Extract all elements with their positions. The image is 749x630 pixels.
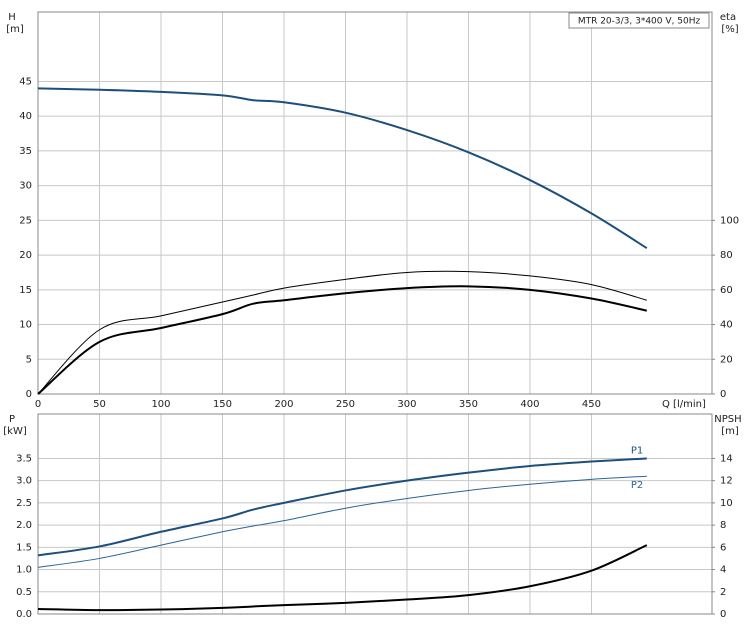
y2-tick-label: 100: [720, 215, 739, 226]
plot-frame: [37, 11, 713, 395]
y-tick-label: 3.5: [16, 453, 32, 464]
y-tick-label: 15: [19, 285, 32, 296]
y-axis-unit: [m]: [6, 24, 24, 35]
y2-tick-label: 4: [720, 565, 726, 576]
y-tick-label: 30: [19, 181, 32, 192]
x-tick-label: 200: [274, 399, 293, 410]
curve: [37, 270, 647, 395]
plot-frame: [37, 413, 713, 615]
y-tick-label: 1.0: [16, 565, 32, 576]
y-tick-label: 0: [26, 389, 32, 400]
y-tick-label: 20: [19, 250, 32, 261]
y-axis-label: H: [8, 12, 16, 23]
y2-tick-label: 2: [720, 587, 726, 598]
y-tick-label: 2.0: [16, 520, 32, 531]
y2-tick-label: 20: [720, 354, 733, 365]
curve: [37, 285, 648, 395]
y-tick-label: 25: [19, 215, 32, 226]
curve-label: P2: [631, 480, 643, 491]
y-tick-label: 35: [19, 146, 32, 157]
y2-tick-label: 0: [720, 389, 726, 400]
y2-axis-unit: [%]: [721, 24, 738, 35]
y2-tick-label: 40: [720, 320, 733, 331]
y2-tick-label: 80: [720, 250, 733, 261]
x-tick-label: 50: [93, 399, 106, 410]
x-tick-label: 150: [213, 399, 232, 410]
y2-axis-label: NPSH: [714, 414, 741, 425]
curve: [37, 457, 647, 557]
annotation-box: [568, 12, 710, 29]
x-tick-label: 0: [35, 399, 41, 410]
y-tick-label: 2.5: [16, 498, 32, 509]
y2-tick-label: 14: [720, 453, 733, 464]
x-axis-label: Q [l/min]: [662, 399, 706, 410]
annotation: MTR 20-3/3, 3*400 V, 50Hz: [578, 17, 701, 27]
curve: [37, 475, 647, 568]
y-tick-label: 5: [26, 354, 32, 365]
y2-axis-unit: [m]: [721, 426, 739, 437]
curve-label: P1: [631, 445, 643, 456]
y-tick-label: 10: [19, 320, 32, 331]
y-tick-label: 40: [19, 111, 32, 122]
y2-tick-label: 8: [720, 520, 726, 531]
y-axis-unit: [kW]: [3, 426, 27, 437]
y2-tick-label: 12: [720, 476, 733, 487]
y-axis-label: P: [9, 414, 15, 425]
curve: [37, 87, 648, 249]
x-tick-label: 100: [151, 399, 170, 410]
x-tick-label: 250: [336, 399, 355, 410]
x-tick-label: 400: [520, 399, 539, 410]
y-tick-label: 0.0: [16, 609, 32, 620]
y2-tick-label: 0: [720, 609, 726, 620]
y2-axis-label: eta: [720, 12, 736, 23]
y2-tick-label: 60: [720, 285, 733, 296]
y-tick-label: 3.0: [16, 476, 32, 487]
y2-tick-label: 6: [720, 542, 726, 553]
x-tick-label: 350: [459, 399, 478, 410]
x-tick-label: 300: [397, 399, 416, 410]
y-tick-label: 0.5: [16, 587, 32, 598]
y2-tick-label: 10: [720, 498, 733, 509]
x-tick-label: 450: [582, 399, 601, 410]
y-tick-label: 45: [19, 76, 32, 87]
curve: [37, 544, 648, 612]
y-tick-label: 1.5: [16, 542, 32, 553]
